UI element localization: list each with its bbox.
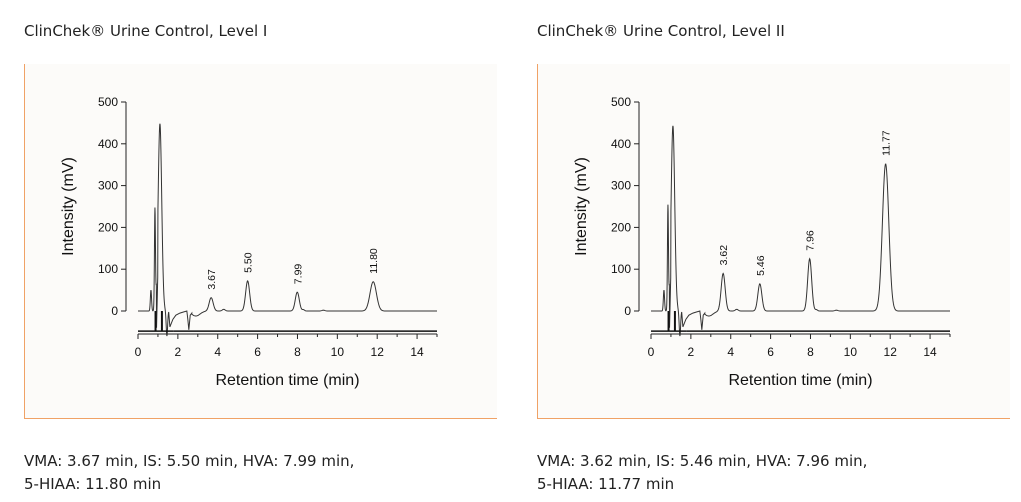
y-tick-label: 300 — [611, 179, 631, 193]
peak-label: 7.96 — [805, 230, 817, 251]
x-axis-label: Retention time (min) — [215, 372, 359, 389]
peak-label: 5.46 — [755, 255, 767, 276]
caption-level-2: VMA: 3.62 min, IS: 5.46 min, HVA: 7.96 m… — [537, 450, 977, 496]
y-tick-label: 0 — [624, 304, 631, 318]
peak-label: 3.62 — [718, 245, 730, 266]
caption-line-1: VMA: 3.62 min, IS: 5.46 min, HVA: 7.96 m… — [537, 452, 868, 470]
y-tick-label: 500 — [98, 95, 118, 109]
x-tick-label: 10 — [844, 345, 858, 359]
x-tick-label: 2 — [175, 345, 182, 359]
chromatogram-level-2: 0 100 200 300 400 500 0 2 4 6 8 10 12 14 Retention tim… — [573, 95, 951, 389]
x-tick-label: 6 — [767, 345, 774, 359]
peak-label: 3.67 — [206, 269, 218, 290]
chromatogram-trace — [138, 123, 437, 337]
caption-level-1: VMA: 3.67 min, IS: 5.50 min, HVA: 7.99 m… — [24, 450, 464, 496]
peak-label: 5.50 — [243, 252, 255, 273]
x-axis-label: Retention time (min) — [728, 372, 872, 389]
x-tick-label: 0 — [648, 345, 655, 359]
x-tick-label: 0 — [135, 345, 142, 359]
y-tick-label: 200 — [611, 220, 631, 234]
chromatogram-trace — [651, 125, 950, 337]
x-tick-label: 14 — [410, 345, 424, 359]
y-tick-label: 400 — [98, 137, 118, 151]
panel-title-level-2: ClinChek® Urine Control, Level II — [537, 22, 785, 40]
peak-label: 11.77 — [881, 130, 893, 156]
y-axis-label: Intensity (mV) — [573, 157, 590, 256]
panel-title-level-1: ClinChek® Urine Control, Level I — [24, 22, 268, 40]
y-tick-label: 400 — [611, 137, 631, 151]
x-tick-label: 6 — [254, 345, 261, 359]
peak-label: 7.99 — [292, 264, 304, 285]
peak-label: 11.80 — [368, 248, 380, 274]
y-axis-label: Intensity (mV) — [60, 157, 77, 256]
x-tick-label: 4 — [214, 345, 221, 359]
caption-line-2: 5-HIAA: 11.80 min — [24, 475, 162, 493]
y-tick-label: 100 — [98, 262, 118, 276]
x-tick-label: 12 — [371, 345, 385, 359]
x-tick-label: 8 — [294, 345, 301, 359]
caption-line-1: VMA: 3.67 min, IS: 5.50 min, HVA: 7.99 m… — [24, 452, 355, 470]
chart-frame-level-2: 0 100 200 300 400 500 0 2 4 6 8 10 12 14 Retention tim… — [537, 64, 1010, 419]
y-tick-label: 0 — [111, 304, 118, 318]
chromatogram-level-1: 0 100 200 300 400 500 0 2 4 6 8 10 12 14 Retention tim… — [60, 95, 438, 389]
x-tick-label: 8 — [807, 345, 814, 359]
x-tick-label: 12 — [884, 345, 898, 359]
y-tick-label: 100 — [611, 262, 631, 276]
x-tick-label: 2 — [688, 345, 695, 359]
x-tick-label: 14 — [923, 345, 937, 359]
y-tick-label: 500 — [611, 95, 631, 109]
chart-frame-level-1: 0 100 200 300 400 500 0 2 4 6 8 10 12 14 Retention tim… — [24, 64, 497, 419]
x-tick-label: 10 — [331, 345, 345, 359]
y-tick-label: 200 — [98, 220, 118, 234]
y-tick-label: 300 — [98, 179, 118, 193]
x-tick-label: 4 — [727, 345, 734, 359]
caption-line-2: 5-HIAA: 11.77 min — [537, 475, 675, 493]
